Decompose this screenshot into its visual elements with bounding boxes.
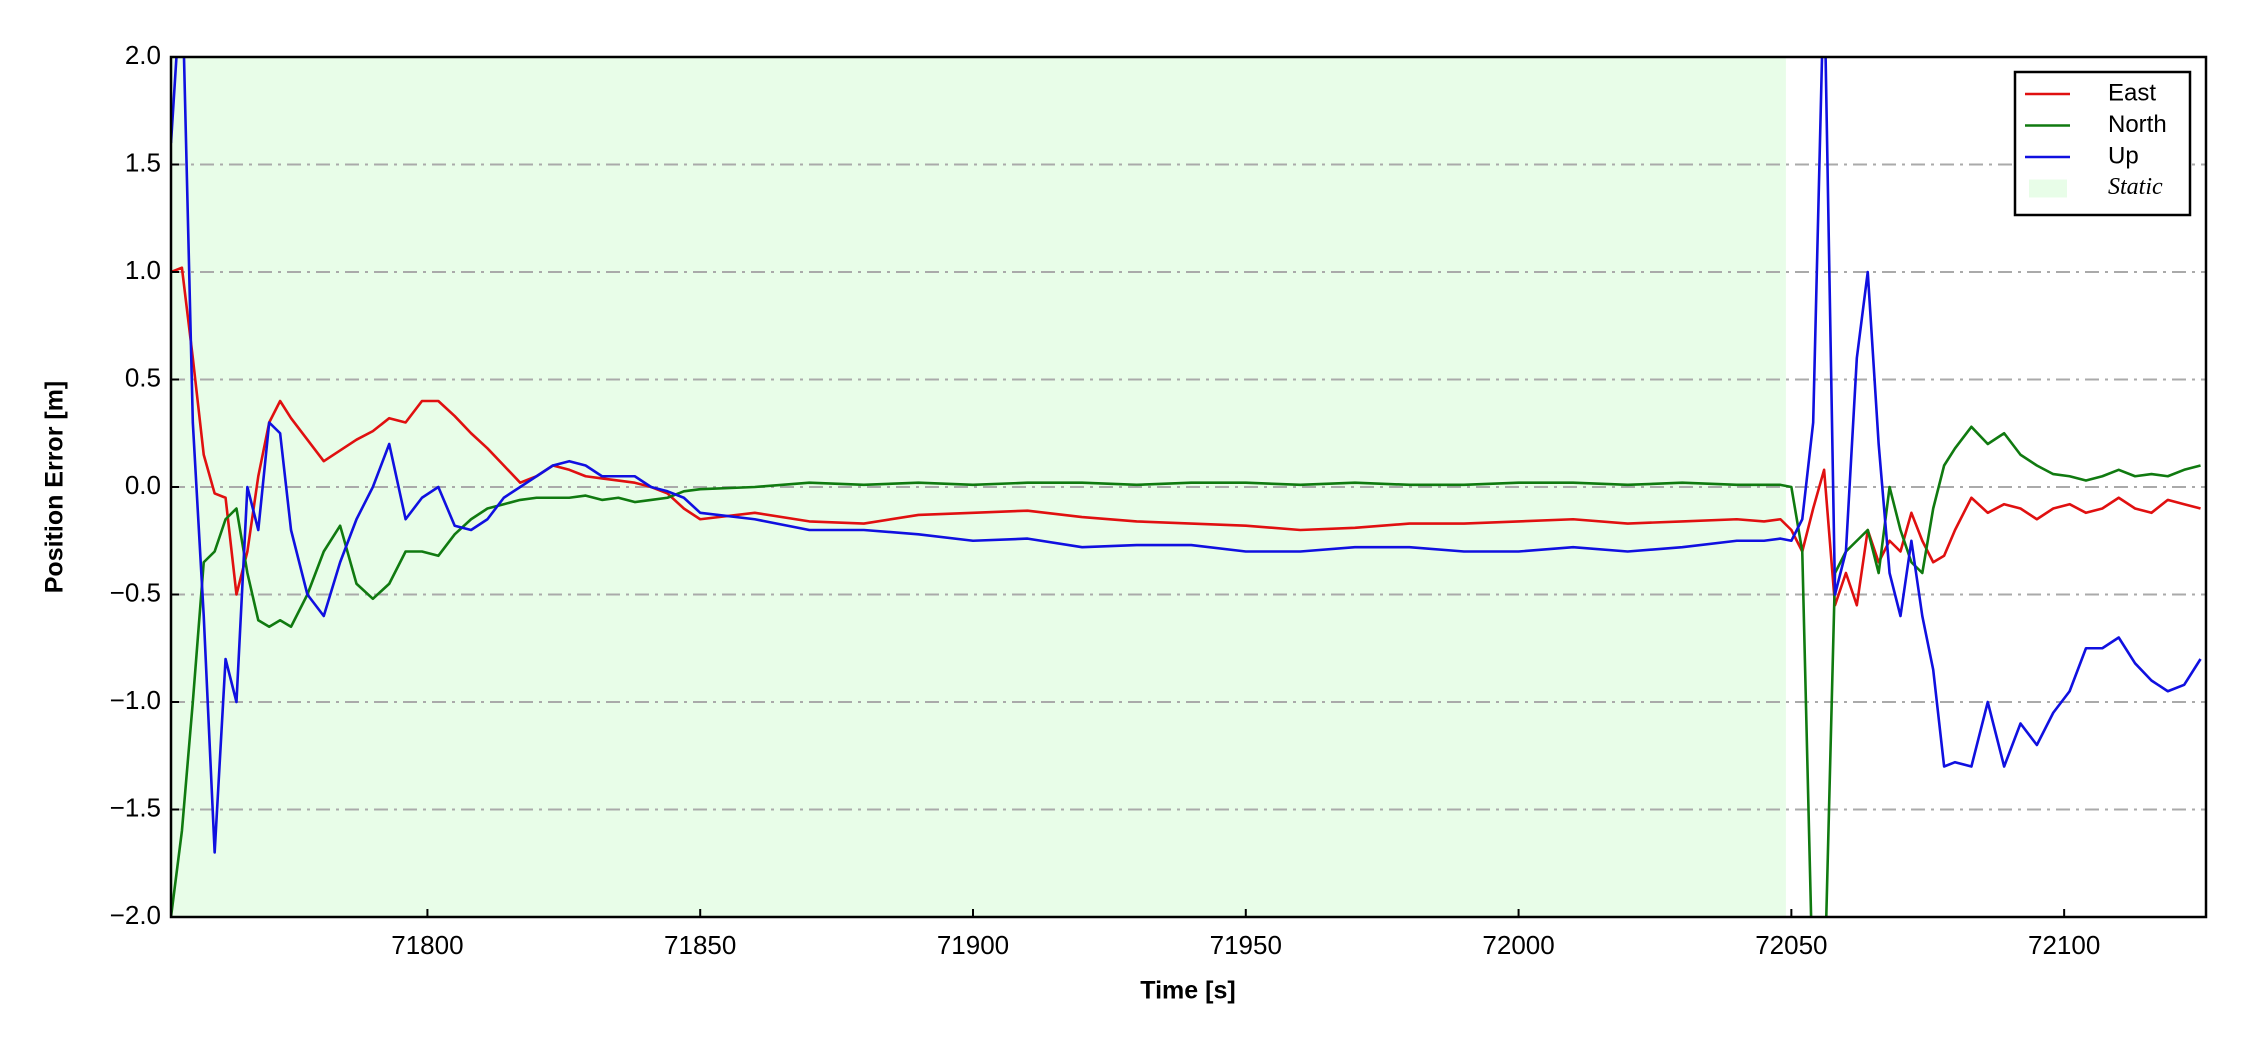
series-line bbox=[171, 57, 2202, 854]
legend-label: East bbox=[2108, 79, 2156, 106]
legend-label: Static bbox=[2108, 174, 2163, 200]
x-tick-label: 72000 bbox=[1482, 930, 1554, 960]
y-tick-label: −1.5 bbox=[110, 792, 161, 822]
y-tick-label: 0.5 bbox=[125, 362, 161, 392]
x-tick-label: 72100 bbox=[2028, 930, 2100, 960]
y-tick-label: 1.0 bbox=[125, 255, 161, 285]
y-tick-label: −2.0 bbox=[110, 900, 161, 930]
series-line bbox=[171, 266, 2201, 607]
x-tick-label: 71950 bbox=[1210, 930, 1282, 960]
y-tick-label: 1.5 bbox=[125, 147, 161, 177]
y-axis-title: Position Error [m] bbox=[41, 381, 69, 594]
x-tick-label: 72050 bbox=[1755, 930, 1827, 960]
plot-area bbox=[171, 57, 2206, 917]
legend-swatch bbox=[2029, 179, 2067, 198]
x-axis-title: Time [s] bbox=[1140, 977, 1235, 1005]
y-tick-label: 0.0 bbox=[125, 470, 161, 500]
x-tick-label: 71900 bbox=[937, 930, 1009, 960]
legend-label: North bbox=[2108, 111, 2167, 138]
x-tick-label: 71800 bbox=[391, 930, 463, 960]
y-tick-label: 2.0 bbox=[125, 40, 161, 70]
y-tick-label: −0.5 bbox=[110, 577, 161, 607]
legend: East North Up Static bbox=[2013, 70, 2192, 217]
x-tick-label: 71850 bbox=[664, 930, 736, 960]
y-tick-label: −1.0 bbox=[110, 685, 161, 715]
series-line bbox=[171, 425, 2201, 917]
legend-label: Up bbox=[2108, 142, 2139, 169]
axes: −2.0 −1.5 −1.0 −0.5 0.0 0.5 1.0 1.5 2.0 71800 7185… bbox=[110, 40, 2208, 960]
plot-frame bbox=[169, 55, 2208, 919]
